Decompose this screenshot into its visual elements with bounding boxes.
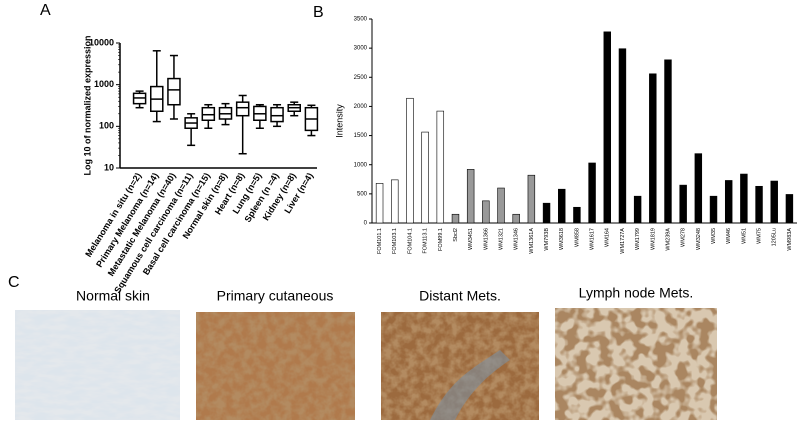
bar [588,162,596,224]
y-tick-label: 1500 [354,133,368,139]
bar [512,213,520,224]
x-tick-label: WM278 [681,228,687,247]
bar [573,206,581,224]
bar [542,202,551,224]
y-tick-label: 1000 [94,79,114,89]
x-tick-label: WM3451 [468,228,474,250]
x-tick-label: WM1819 [650,228,656,250]
x-tick-label: WM1346 [514,228,520,250]
bar [740,173,748,224]
bar [482,200,490,224]
bar [724,180,733,224]
x-tick-label: WM793B [544,228,550,251]
bar [451,213,460,224]
bar [406,97,414,224]
y-tick-label: 3000 [354,46,368,52]
bar [421,131,429,224]
bar [709,195,718,224]
bar [649,73,657,224]
x-tick-label: WM1727A [620,228,626,254]
y-tick-label: 2000 [354,104,368,110]
x-tick-label: WM75 [757,228,763,244]
x-tick-label: Sbcl2 [453,228,459,242]
x-tick-label: WM1799 [635,228,641,250]
y-tick-label: 100 [99,121,114,131]
bar [527,174,536,224]
bar [558,188,566,224]
bar [497,187,505,224]
box [167,77,181,106]
x-tick-label: WM1361A [529,228,535,254]
bar [770,180,778,224]
y-tick-label: 500 [357,191,368,197]
x-tick-label: WM164 [605,228,611,247]
x-tick-label: WM46 [726,228,732,244]
x-tick-label: WM1321 [498,228,504,250]
image-caption: Lymph node Mets. [579,285,694,301]
panel-label: C [8,274,20,291]
x-tick-label: WM1366 [483,228,489,250]
bar [694,153,703,224]
bar [785,194,794,224]
x-tick-label: 1205Lu [772,228,778,246]
y-axis-label: Intensity [334,104,344,138]
bar [391,179,399,224]
y-tick-label: 10000 [89,37,114,47]
x-tick-label: WM1617 [590,228,596,250]
bar [603,31,611,224]
x-tick-label: FOM103.1 [392,228,398,254]
bar [436,110,445,224]
micrograph [381,312,539,420]
x-tick-label: FOM104.1 [407,228,413,254]
bar [618,48,627,224]
x-tick-label: WM3248 [696,228,702,250]
bar [755,185,763,224]
micrograph [196,312,355,420]
image-caption: Normal skin [76,288,150,304]
x-tick-label: FOM101.1 [377,228,383,254]
micrograph [555,308,717,420]
x-tick-label: WM983A [787,228,793,251]
box [235,101,250,117]
micrograph [15,310,180,420]
y-tick-label: 10 [104,162,114,172]
panel-label: B [313,4,324,21]
bar [375,183,384,224]
image-caption: Primary cutaneous [217,288,334,304]
bar [679,184,687,224]
bar [664,59,672,224]
y-axis-label: Log 10 of normalized expression [82,35,92,175]
y-tick-label: 1000 [354,162,368,168]
image-caption: Distant Mets. [419,288,501,304]
y-tick-label: 2500 [354,75,368,81]
bar [633,195,642,224]
panel-label: A [40,2,51,19]
x-tick-label: WM35 [711,228,717,244]
x-tick-label: FOM113.1 [423,228,429,254]
y-tick-label: 0 [364,221,368,227]
y-tick-label: 3500 [354,17,368,23]
box [270,106,284,123]
x-tick-label: WM239A [665,228,671,251]
bar [466,169,475,224]
x-tick-label: WM3618 [559,228,565,250]
x-tick-label: WM51 [741,228,747,244]
x-tick-label: WM858 [574,228,580,247]
x-tick-label: FOM99.1 [438,228,444,251]
